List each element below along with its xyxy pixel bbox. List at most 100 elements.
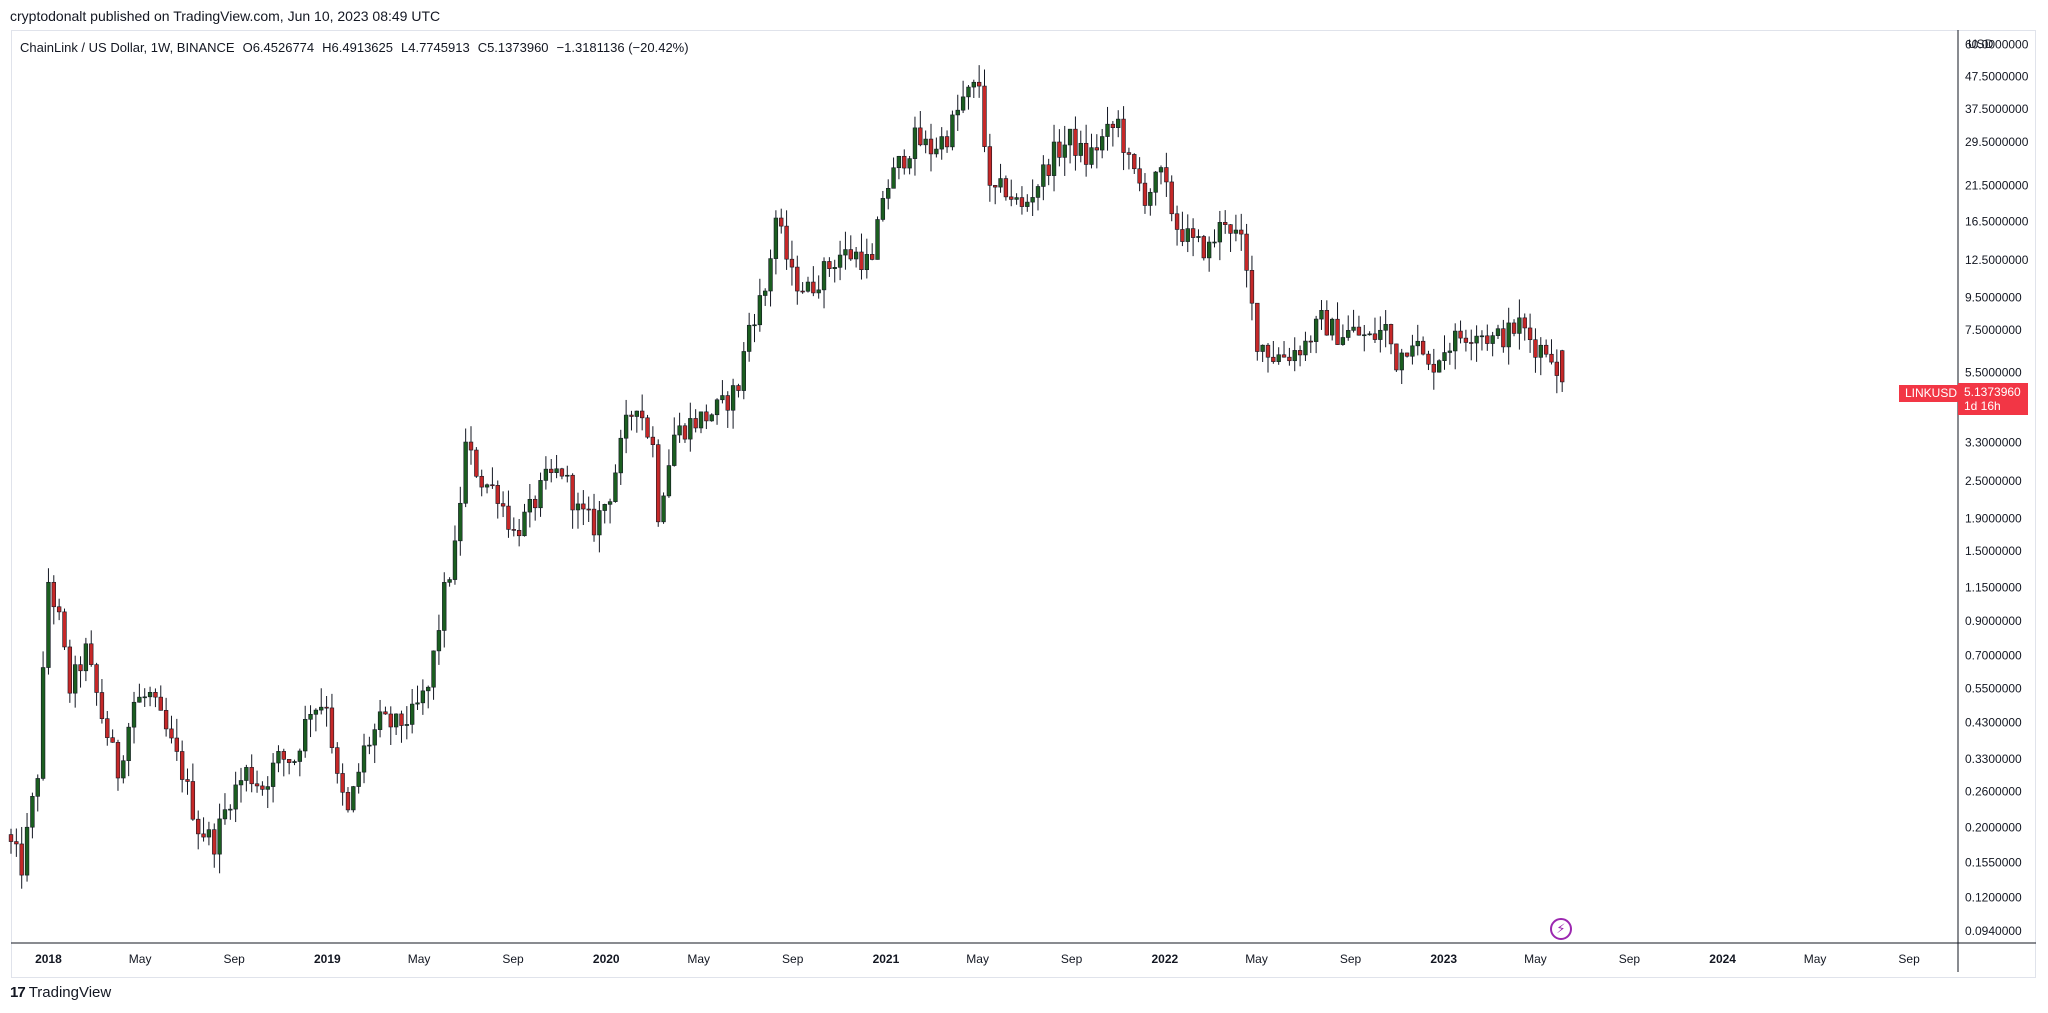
candle-down xyxy=(704,411,709,422)
candle-down xyxy=(1223,222,1228,225)
candle-up xyxy=(484,484,490,488)
candle-up xyxy=(1453,330,1458,352)
time-tick-label: May xyxy=(129,952,152,966)
candle-down xyxy=(1463,337,1469,343)
candle-up xyxy=(222,809,228,820)
candle-down xyxy=(987,146,993,186)
candle-up xyxy=(575,503,581,511)
candle-up xyxy=(420,690,426,704)
candle-up xyxy=(875,219,880,260)
candle-up xyxy=(912,127,918,159)
candle-down xyxy=(51,581,56,608)
candle-up xyxy=(602,504,607,511)
price-tick-label: 21.5000000 xyxy=(1965,178,2029,192)
lightning-icon[interactable]: ⚡ xyxy=(1550,918,1572,940)
candle-up xyxy=(142,696,147,699)
candle-down xyxy=(1239,229,1244,235)
price-tick-label: 9.5000000 xyxy=(1965,291,2022,305)
time-tick-label: 2024 xyxy=(1709,952,1736,966)
candle-up xyxy=(1436,360,1442,373)
candle-down xyxy=(1201,236,1206,259)
candle-up xyxy=(886,188,891,199)
candle-down xyxy=(1426,353,1431,365)
candle-down xyxy=(468,441,474,451)
price-tick-label: 7.5000000 xyxy=(1965,323,2022,337)
candle-down xyxy=(1501,328,1506,348)
price-axis: 60.0000000 47.5000000 37.5000000 29.5000000… xyxy=(1957,30,2029,972)
candle-up xyxy=(1158,167,1164,173)
candle-up xyxy=(137,696,142,703)
candle-up xyxy=(1303,340,1308,356)
candle-up xyxy=(597,510,602,536)
candle-up xyxy=(228,808,233,811)
candle-up xyxy=(244,767,249,781)
price-tick-label: 12.5000000 xyxy=(1965,253,2029,267)
candle-down xyxy=(62,611,67,648)
candle-down xyxy=(1228,224,1233,234)
candle-up xyxy=(714,399,720,416)
candle-up xyxy=(843,249,848,256)
candle-up xyxy=(206,829,212,838)
candle-up xyxy=(923,138,928,146)
candle-up xyxy=(880,198,886,220)
candle-up xyxy=(960,96,966,111)
candle-down xyxy=(474,449,479,477)
candle-up xyxy=(1490,335,1495,344)
candle-down xyxy=(1057,141,1062,158)
candle-down xyxy=(1190,228,1196,238)
candle-down xyxy=(286,759,292,763)
candle-down xyxy=(1126,152,1132,155)
candle-down xyxy=(1271,356,1276,362)
legend-low: L4.7745913 xyxy=(401,40,470,55)
candle-up xyxy=(1260,344,1265,352)
candle-up xyxy=(821,261,827,291)
candle-down xyxy=(196,818,201,835)
time-tick-label: May xyxy=(1245,952,1268,966)
price-tick-label: 3.3000000 xyxy=(1965,436,2022,450)
candle-down xyxy=(1019,197,1025,207)
candle-up xyxy=(447,579,452,583)
candle-up xyxy=(1346,330,1351,338)
currency-label[interactable]: USD xyxy=(1968,37,1994,51)
candle-down xyxy=(1404,352,1410,357)
price-tick-label: 0.0940000 xyxy=(1965,924,2022,938)
time-tick-label: Sep xyxy=(223,952,245,966)
price-tick-label: 0.9000000 xyxy=(1965,614,2022,628)
candle-down xyxy=(260,785,265,790)
candle-up xyxy=(297,750,303,762)
legend-open: O6.4526774 xyxy=(242,40,315,55)
price-tick-label: 0.7000000 xyxy=(1965,649,2022,663)
candle-up xyxy=(672,434,677,466)
candle-down xyxy=(479,475,484,488)
candle-up xyxy=(1105,123,1110,137)
candle-down xyxy=(110,737,115,743)
candle-up xyxy=(1051,141,1057,176)
candle-down xyxy=(1308,340,1313,343)
candle-down xyxy=(281,751,286,760)
chart-pane[interactable] xyxy=(11,30,2036,978)
candle-down xyxy=(795,266,800,292)
candle-down xyxy=(645,417,650,438)
time-axis: 2018 May Sep 2019 May Sep 2020 May Sep 2021 May Sep… xyxy=(11,942,2036,966)
candle-down xyxy=(811,281,816,294)
candle-down xyxy=(1533,339,1538,358)
candle-down xyxy=(779,217,784,227)
candle-up xyxy=(1447,350,1453,353)
legend-title: ChainLink / US Dollar, 1W, BINANCE xyxy=(20,40,235,55)
candle-down xyxy=(329,707,335,748)
candle-up xyxy=(752,324,757,327)
tradingview-logo[interactable]: 17 TradingView xyxy=(10,984,111,1001)
candle-up xyxy=(372,729,377,746)
candle-up xyxy=(1362,334,1367,337)
candle-down xyxy=(570,474,575,511)
candle-up xyxy=(805,281,811,292)
candle-down xyxy=(185,779,190,782)
candle-up xyxy=(1206,241,1212,259)
candle-up xyxy=(955,109,960,116)
publish-line: cryptodonalt published on TradingView.co… xyxy=(10,8,441,24)
time-tick-label: May xyxy=(408,952,431,966)
candle-up xyxy=(1538,344,1543,358)
candle-up xyxy=(303,718,308,752)
candle-up xyxy=(308,713,313,720)
